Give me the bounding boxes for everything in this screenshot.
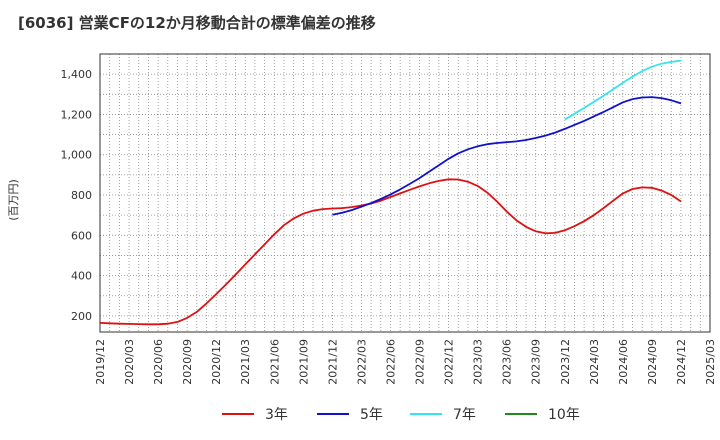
y-tick-label: 400	[71, 270, 92, 283]
series-line-5年	[332, 96, 682, 216]
plot-frame	[99, 53, 711, 333]
series-layer	[99, 59, 682, 326]
legend-label: 5年	[360, 407, 383, 423]
y-tick-label: 1,400	[61, 68, 93, 81]
x-tick-label: 2022/12	[443, 339, 456, 385]
series-line-7年	[564, 59, 682, 121]
x-tick-label: 2023/06	[501, 339, 514, 385]
x-tick-label: 2024/12	[675, 339, 688, 385]
x-tick-label: 2019/12	[94, 339, 107, 385]
y-tick-label: 800	[71, 189, 92, 202]
x-tick-label: 2022/06	[384, 339, 397, 385]
x-tick-label: 2022/09	[414, 339, 427, 385]
legend-label: 10年	[548, 407, 580, 423]
y-tick-label: 600	[71, 229, 92, 242]
x-tick-label: 2020/09	[181, 339, 194, 385]
x-tick-label: 2020/06	[152, 339, 165, 385]
x-tick-label: 2024/03	[588, 339, 601, 385]
y-axis-title: (百万円)	[7, 179, 20, 221]
x-tick-label: 2023/09	[530, 339, 543, 385]
y-tick-label: 200	[71, 310, 92, 323]
y-tick-label: 1,200	[61, 108, 93, 121]
grid-layer	[100, 54, 710, 332]
series-line-3年	[99, 178, 682, 326]
legend: 3年 5年 7年 10年	[222, 407, 580, 423]
x-tick-label: 2025/03	[704, 339, 717, 385]
x-tick-label: 2021/09	[297, 339, 310, 385]
x-tick-label: 2022/03	[355, 339, 368, 385]
x-tick-label: 2024/06	[617, 339, 630, 385]
legend-label: 7年	[453, 407, 476, 423]
x-tick-label: 2020/03	[123, 339, 136, 385]
axis-layer: 200 400 600 800 1,000 1,200 1,400 2019/12 2020/0…	[61, 53, 717, 385]
legend-label: 3年	[265, 407, 288, 423]
x-tick-label: 2023/12	[559, 339, 572, 385]
x-tick-label: 2023/03	[472, 339, 485, 385]
x-tick-label: 2024/09	[646, 339, 659, 385]
y-tick-label: 1,000	[61, 149, 93, 162]
x-tick-label: 2021/03	[239, 339, 252, 385]
x-tick-label: 2021/06	[268, 339, 281, 385]
x-tick-label: 2021/12	[326, 339, 339, 385]
chart-title: [6036] 営業CFの12か月移動合計の標準偏差の推移	[18, 14, 376, 32]
x-tick-label: 2020/12	[210, 339, 223, 385]
